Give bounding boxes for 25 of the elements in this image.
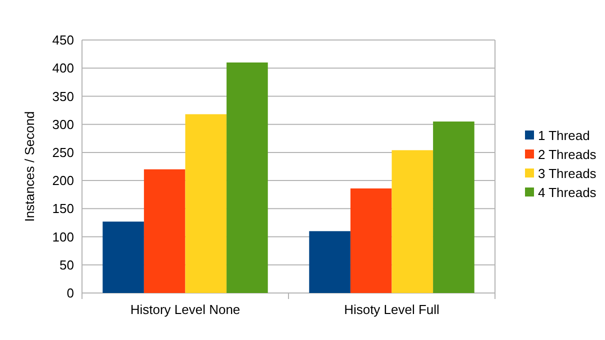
y-tick-label: 0 xyxy=(66,286,74,301)
y-tick-label: 200 xyxy=(52,173,74,188)
legend-label: 4 Threads xyxy=(538,185,597,200)
y-tick-label: 100 xyxy=(52,229,74,244)
y-tick-label: 300 xyxy=(52,116,74,132)
bar xyxy=(226,62,268,293)
legend-label: 1 Thread xyxy=(538,128,590,144)
bar xyxy=(185,114,227,293)
y-tick-label: 350 xyxy=(52,88,74,104)
y-tick-label: 50 xyxy=(60,257,74,272)
x-tick-label: Hisoty Level Full xyxy=(344,302,440,317)
bar xyxy=(102,222,144,293)
y-tick-label: 400 xyxy=(52,60,74,76)
bar xyxy=(309,231,350,293)
y-tick-label: 450 xyxy=(52,32,74,48)
x-tick-label: History Level None xyxy=(130,302,240,317)
bar xyxy=(144,169,186,293)
bar xyxy=(433,122,474,293)
y-tick-label: 150 xyxy=(52,201,74,216)
bar xyxy=(392,150,434,293)
legend-label: 2 Threads xyxy=(538,147,597,162)
legend-label: 3 Threads xyxy=(538,166,597,182)
bar xyxy=(350,188,392,293)
y-axis-title: Instances / Second xyxy=(22,111,37,222)
y-tick-label: 250 xyxy=(52,144,74,160)
